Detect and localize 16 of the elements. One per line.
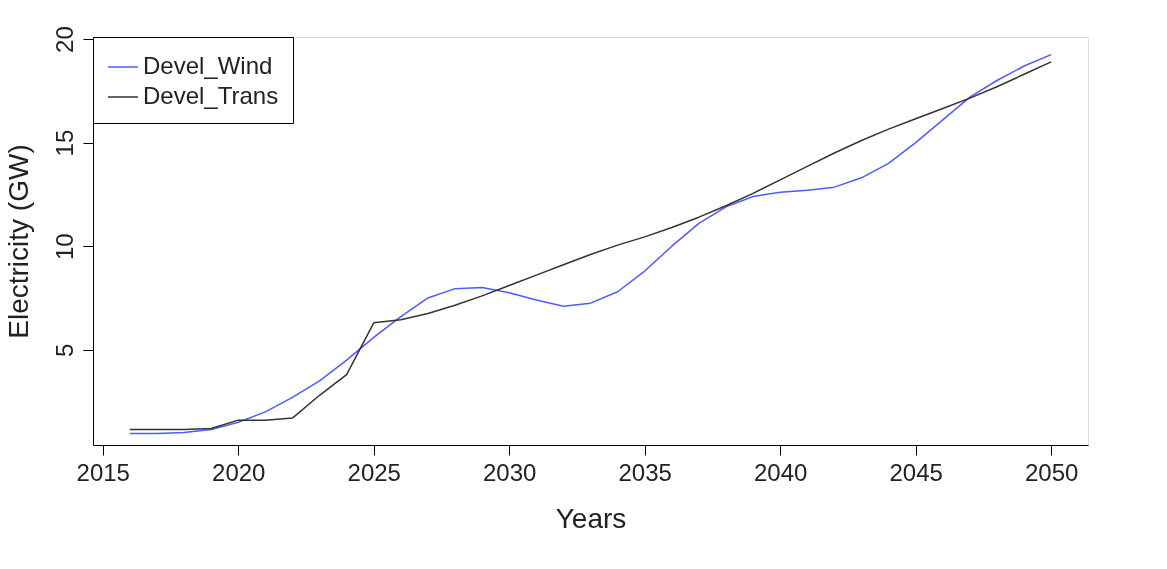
- legend-label: Devel_Wind: [143, 52, 273, 79]
- y-tick-label: 10: [50, 233, 78, 261]
- y-tick-label: 5: [50, 343, 78, 357]
- x-tick-label: 2050: [1024, 458, 1079, 486]
- x-tick-label: 2020: [212, 458, 266, 486]
- x-axis-title: Years: [555, 502, 627, 534]
- x-tick-label: 2040: [753, 458, 808, 486]
- x-tick-label: 2045: [889, 458, 943, 486]
- x-tick-label: 2025: [347, 458, 401, 486]
- y-axis-title: Electricity (GW): [2, 144, 34, 339]
- legend-label: Devel_Trans: [143, 82, 279, 109]
- x-tick-label: 2035: [618, 458, 672, 486]
- x-tick-label: 2015: [76, 458, 130, 486]
- x-tick-label: 2030: [483, 458, 537, 486]
- y-tick-label: 20: [50, 26, 78, 53]
- y-tick-label: 15: [50, 129, 78, 157]
